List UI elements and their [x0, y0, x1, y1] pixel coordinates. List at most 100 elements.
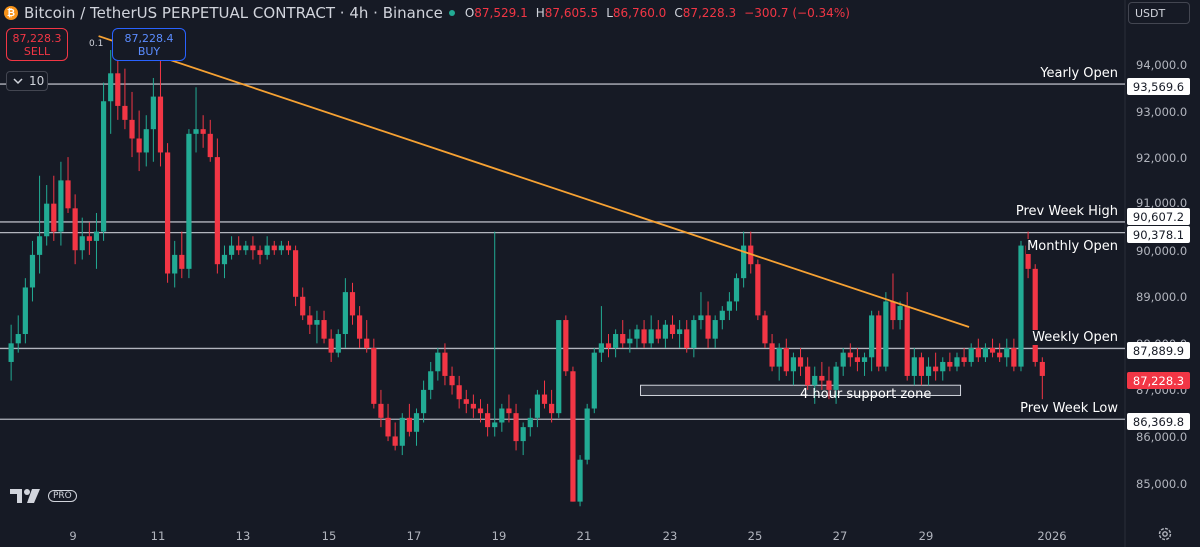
candle-body [129, 119, 135, 139]
y-tick: 92,000.0 [1136, 151, 1188, 165]
bitcoin-icon: ₿ [4, 6, 18, 20]
candle-body [1011, 347, 1017, 367]
candle-body [421, 389, 427, 414]
candle-body [193, 129, 199, 134]
candle-body [271, 245, 277, 251]
candle-body [797, 357, 804, 367]
open-value: 87,529.1 [474, 6, 528, 20]
x-tick: 19 [491, 529, 507, 543]
candle-body [143, 129, 149, 153]
candle-body [108, 73, 114, 102]
candle-body [1004, 347, 1010, 358]
candle-body [93, 231, 100, 241]
candle-body [826, 380, 832, 390]
chevron-down-icon [13, 78, 23, 85]
indicators-toggle[interactable]: 10 [6, 71, 48, 91]
close-key: C [674, 6, 683, 20]
candle-body [840, 352, 846, 367]
candle-body [954, 357, 960, 367]
candle-body [314, 320, 320, 325]
support-zone-label: 4 hour support zone [800, 387, 932, 402]
pro-badge: PRO [48, 490, 77, 502]
high-key: H [535, 6, 545, 20]
tradingview-logo[interactable]: PRO [10, 488, 77, 504]
candle-body [940, 361, 946, 372]
candle-body [698, 315, 704, 321]
candle-body [997, 352, 1003, 358]
candle-body [655, 329, 661, 339]
symbol-title[interactable]: Bitcoin / TetherUS PERPETUAL CONTRACT · … [24, 4, 443, 22]
candle-body [961, 357, 967, 362]
candle-body [406, 417, 412, 432]
candle-body [541, 394, 548, 404]
sell-button[interactable]: 87,228.3 SELL [6, 28, 68, 61]
buy-label: BUY [137, 44, 161, 58]
y-tick: 90,000.0 [1136, 244, 1188, 258]
candle-body [79, 236, 85, 251]
candle-body [634, 329, 640, 339]
candle-body [925, 366, 932, 376]
price-tag-monthly-open: 90,378.1 [1127, 226, 1190, 243]
close-value: 87,228.3 [682, 6, 737, 20]
x-tick: 29 [918, 529, 934, 543]
candle-body [86, 236, 92, 241]
candle-body [833, 366, 839, 390]
candle-body [726, 301, 733, 311]
candle-body [243, 245, 249, 251]
x-tick: 17 [406, 529, 422, 543]
level-label-weekly-open: Weekly Open [1031, 330, 1119, 345]
candle-body [933, 366, 939, 372]
candle-body [428, 371, 434, 390]
candle-body [413, 413, 420, 432]
candle-body [968, 347, 974, 362]
candle-body [1039, 361, 1045, 376]
candle-body [918, 357, 925, 376]
candle-body [115, 73, 121, 106]
candle-body [947, 361, 953, 367]
sell-price: 87,228.3 [12, 31, 62, 45]
candle-body [250, 245, 256, 251]
x-tick: 11 [150, 529, 166, 543]
currency-selector[interactable]: USDT [1128, 2, 1190, 24]
level-label-yearly-open: Yearly Open [1039, 66, 1119, 81]
candle-body [456, 385, 462, 400]
candle-body [869, 315, 875, 358]
candle-body [762, 315, 768, 344]
y-tick: 89,000.0 [1136, 290, 1188, 304]
candle-body [549, 403, 555, 414]
candle-body [463, 399, 469, 404]
y-tick: 86,000.0 [1136, 430, 1188, 444]
candle-body [200, 129, 206, 134]
candle-body [854, 357, 861, 362]
candle-body [620, 334, 626, 344]
candle-body [100, 101, 107, 232]
candle-body [8, 343, 14, 362]
candle-body [819, 375, 825, 381]
gear-icon[interactable] [1157, 526, 1173, 542]
symbol-header: ₿ Bitcoin / TetherUS PERPETUAL CONTRACT … [4, 3, 850, 23]
candle-body [236, 245, 242, 251]
candle-body [733, 278, 740, 302]
candle-body [876, 315, 882, 367]
x-tick: 13 [235, 529, 251, 543]
trendline [98, 35, 970, 328]
candle-body [399, 417, 405, 446]
candle-body [364, 338, 370, 348]
candle-body [1018, 245, 1024, 367]
market-status-dot [448, 10, 455, 16]
candle-body [164, 152, 171, 274]
candle-body [485, 413, 491, 428]
candle-body [648, 329, 654, 344]
candle-body [371, 347, 377, 404]
x-tick: 21 [576, 529, 592, 543]
candle-body [36, 236, 43, 255]
candle-body [613, 334, 619, 348]
buy-button[interactable]: 87,228.4 BUY [112, 28, 186, 61]
candle-body [719, 310, 725, 321]
candle-body [662, 324, 669, 339]
candle-body [285, 245, 292, 251]
candle-body [207, 133, 213, 158]
level-label-monthly-open: Monthly Open [1026, 239, 1119, 254]
candle-body [157, 96, 164, 153]
